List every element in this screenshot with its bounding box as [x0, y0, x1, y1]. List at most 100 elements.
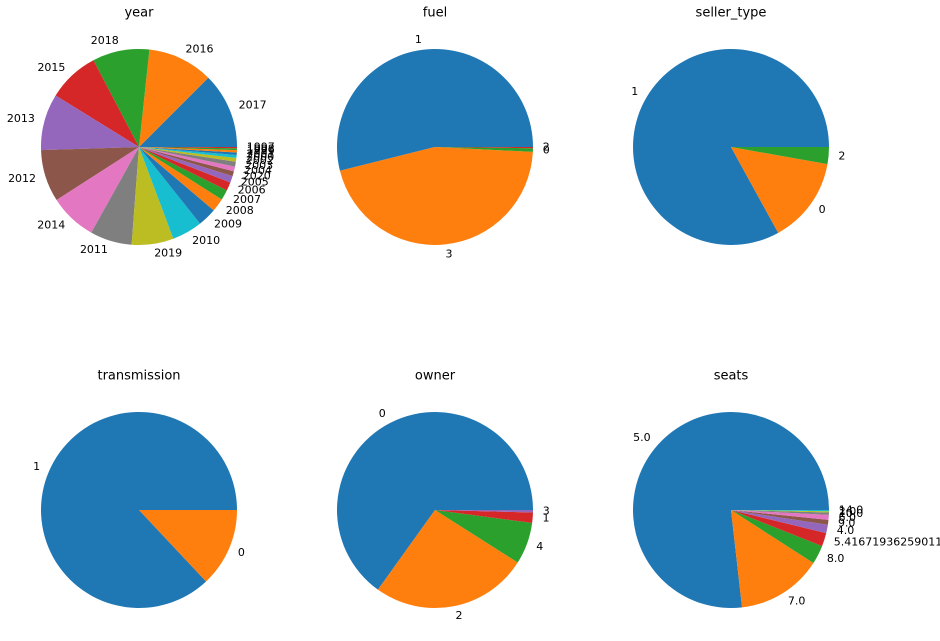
slice-label: 1 [631, 85, 638, 98]
pie-slice [139, 147, 214, 224]
pie-slice [435, 147, 533, 149]
pie-slice [731, 147, 828, 233]
slice-label: 5.0 [633, 431, 651, 444]
slice-label: 1999 [247, 145, 275, 158]
chart-title: seats [714, 369, 749, 384]
slice-label: 2012 [8, 172, 36, 185]
pie-slice [731, 510, 827, 547]
slice-label: 2014 [37, 219, 65, 232]
slice-label: 2011 [80, 243, 108, 256]
slice-label: 1 [542, 511, 549, 524]
pie-slice [731, 510, 829, 515]
pie-slice [139, 49, 209, 148]
pie-slice [139, 147, 237, 149]
pie-slice [731, 147, 829, 165]
pie-slice [41, 147, 140, 201]
pie-slice [93, 49, 150, 147]
slice-label: 8.0 [827, 552, 845, 565]
slice-label: 2001 [247, 147, 275, 160]
pie-slice [632, 48, 829, 245]
pie-slice [55, 60, 139, 147]
slice-label: 2004 [244, 164, 272, 177]
slice-label: 1 [33, 460, 40, 473]
slice-label: 2019 [154, 247, 182, 260]
pie-slice [139, 147, 237, 162]
pie-slice [377, 510, 518, 609]
slice-label: 2002 [246, 154, 274, 167]
pie-slice [731, 510, 823, 564]
slice-label: 2015 [37, 61, 65, 74]
slice-label: 10.0 [839, 507, 864, 520]
pie-slice [139, 147, 201, 239]
pie-slice [139, 147, 237, 151]
pie-slice [139, 147, 233, 183]
pie-slice [435, 147, 533, 152]
slice-label: 4 [536, 540, 543, 553]
slice-label: 6.0 [838, 511, 856, 524]
slice-label: 0 [543, 143, 550, 156]
pie-slice [731, 510, 829, 513]
slice-label: 2.0 [839, 505, 857, 518]
pie-slice [56, 147, 139, 233]
slice-label: 2020 [243, 169, 271, 182]
pie-slice [435, 510, 533, 563]
slice-label: 2007 [233, 193, 261, 206]
slice-label: 2000 [246, 150, 274, 163]
pie-slice [139, 510, 237, 582]
slice-label: 0 [819, 203, 826, 216]
pie-slice [435, 510, 533, 513]
chart-title: seller_type [696, 6, 767, 21]
slice-label: 0 [238, 546, 245, 559]
pie-slice [336, 49, 533, 171]
slice-label: 2010 [192, 234, 220, 247]
pie-slice [91, 147, 139, 245]
pie-slice [731, 510, 829, 525]
slice-label: 3 [445, 247, 452, 260]
slice-label: 0 [379, 407, 386, 420]
slice-label: 9.0 [838, 517, 856, 530]
pie-slice [337, 412, 533, 590]
slice-label: 2 [543, 141, 550, 154]
slice-label: 2018 [91, 34, 119, 47]
slice-label: 1998 [247, 142, 275, 155]
pie-slice [139, 147, 236, 172]
pie-slice [731, 510, 814, 608]
pie-slice [139, 147, 237, 153]
slice-label: 2003 [245, 159, 273, 172]
pie-slice [731, 510, 829, 512]
pie-slice [731, 510, 829, 520]
slice-label: 2 [456, 609, 463, 622]
pie-slice [339, 147, 533, 246]
chart-title: owner [415, 369, 456, 384]
slice-label: 2 [838, 149, 845, 162]
slice-label: 5.41671936259011 [834, 536, 940, 549]
slice-label: 2017 [239, 99, 267, 112]
pie-slice [41, 95, 139, 151]
slice-label: 2016 [186, 43, 214, 56]
slice-label: 14.0 [839, 504, 864, 517]
pie-slice [139, 77, 237, 147]
pie-slice [139, 147, 222, 211]
pie-slice [435, 510, 533, 523]
pie-slice [139, 147, 234, 177]
slice-label: 1 [415, 33, 422, 46]
pie-slice [139, 147, 237, 155]
pie-slice [139, 147, 237, 159]
pie-slice [131, 147, 174, 245]
slice-label: 7.0 [788, 595, 806, 608]
pie-slice [139, 147, 236, 167]
slice-label: 1997 [247, 141, 275, 154]
chart-title: year [124, 6, 154, 21]
pie-slice [731, 510, 828, 534]
slice-label: 4.0 [837, 524, 855, 537]
slice-label: 2009 [214, 217, 242, 230]
pie-slice [139, 147, 231, 191]
chart-title: fuel [423, 6, 447, 21]
slice-label: 3 [543, 504, 550, 517]
slice-label: 2005 [241, 176, 269, 189]
chart-title: transmission [97, 369, 180, 384]
slice-label: 2013 [7, 112, 35, 125]
slice-label: 2008 [226, 204, 254, 217]
